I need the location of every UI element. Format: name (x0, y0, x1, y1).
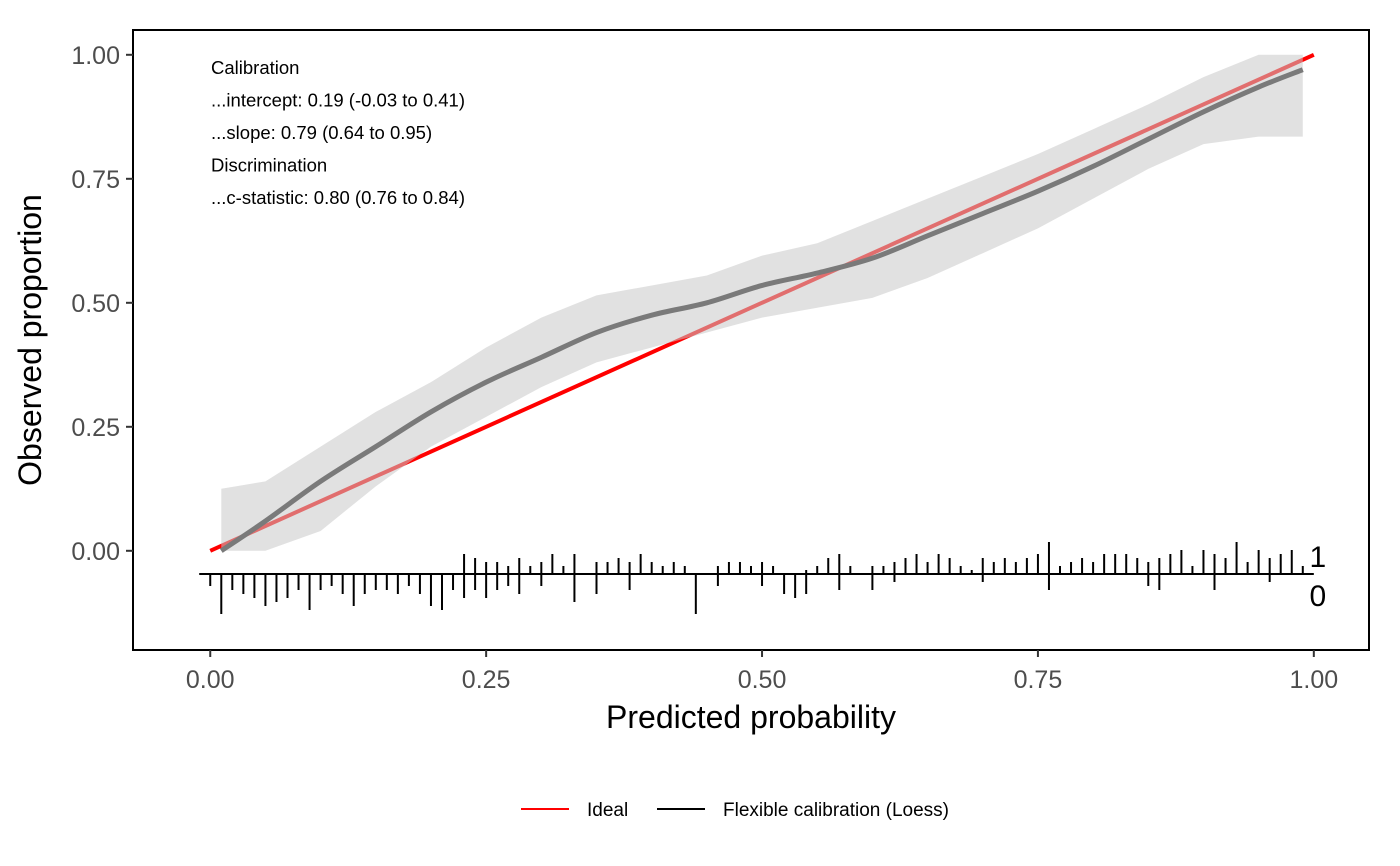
axes: 0.00 0.00 0.25 0.25 0.50 0.50 0.75 0.75 1.00 1.00… (12, 42, 1338, 735)
rug-label-events: 1 (1309, 541, 1326, 574)
legend-label-loess: Flexible calibration (Loess) (723, 800, 949, 821)
y-tick-label: 0.50 (71, 290, 120, 318)
x-axis-title: Predicted probability (606, 699, 896, 735)
annotation-line: ...slope: 0.79 (0.64 to 0.95) (211, 122, 432, 143)
x-tick-label: 1.00 (1289, 666, 1338, 694)
loess-curve (219, 67, 1304, 553)
plot-border (132, 29, 1370, 651)
annotation-block: Calibration ...intercept: 0.19 (-0.03 to … (211, 57, 465, 208)
confidence-band (221, 54, 1303, 551)
legend-label-ideal: Ideal (587, 800, 628, 821)
x-tick-label: 0.50 (738, 666, 787, 694)
y-tick-label: 0.75 (71, 166, 120, 194)
annotation-line: Discrimination (211, 155, 327, 176)
y-axis-title: Observed proportion (12, 194, 48, 486)
annotation-line: ...intercept: 0.19 (-0.03 to 0.41) (211, 90, 465, 111)
plot-area: 10 (199, 52, 1326, 614)
y-tick-label: 1.00 (71, 42, 120, 70)
rug-label-nonevents: 0 (1309, 580, 1326, 613)
y-tick-label: 0.00 (71, 538, 120, 566)
x-tick-label: 0.75 (1014, 666, 1063, 694)
x-tick-label: 0.25 (462, 666, 511, 694)
annotation-line: Calibration (211, 57, 299, 78)
annotation-line: ...c-statistic: 0.80 (0.76 to 0.84) (211, 187, 465, 208)
x-tick-label: 0.00 (186, 666, 235, 694)
y-tick-label: 0.25 (71, 414, 120, 442)
legend: Ideal Flexible calibration (Loess) (521, 800, 949, 821)
